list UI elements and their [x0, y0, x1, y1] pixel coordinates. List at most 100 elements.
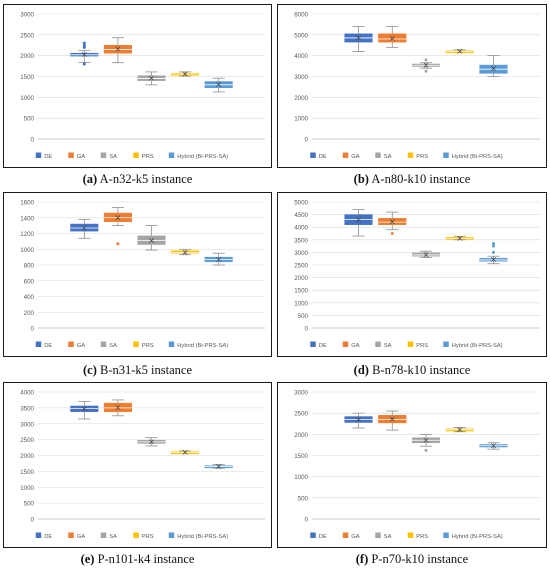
legend-swatch-prs: [133, 532, 139, 538]
legend-swatch-prs: [407, 152, 414, 158]
box-series-ga: [103, 207, 132, 246]
y-tick-label: 500: [24, 501, 35, 508]
outlier-point: [491, 244, 495, 248]
caption-text: B-n78-k10 instance: [368, 363, 471, 377]
legend-swatch-de: [310, 152, 316, 158]
y-tick-label: 500: [298, 313, 309, 320]
outlier-point: [82, 41, 86, 45]
y-tick-label: 2500: [20, 437, 34, 444]
outlier-point: [424, 448, 428, 452]
box-series-hybrid: [204, 464, 233, 470]
caption: (f) P-n70-k10 instance: [277, 552, 547, 567]
mean-marker: [356, 217, 361, 223]
mean-marker: [356, 35, 361, 41]
caption: (e) P-n101-k4 instance: [3, 552, 272, 567]
mean-marker: [115, 405, 121, 411]
chart-panel-d: 0 500 1000 1500 2000 2500 3000 3500 4000 4500 5000…: [277, 192, 547, 380]
y-tick-label: 3500: [20, 405, 34, 412]
legend-swatch-ga: [342, 152, 349, 158]
mean-marker: [115, 46, 121, 52]
y-tick-label: 500: [298, 495, 309, 502]
legend-swatch-ga: [68, 532, 74, 538]
box-series-prs: [171, 449, 200, 455]
y-tick-label: 5000: [294, 200, 308, 207]
caption-text: P-n101-k4 instance: [94, 552, 195, 566]
legend-label: PRS: [416, 154, 428, 160]
caption: (a) A-n32-k5 instance: [3, 172, 272, 187]
y-tick-label: 0: [305, 137, 309, 144]
mean-marker: [182, 449, 188, 455]
legend-label: GA: [351, 534, 360, 540]
y-tick-label: 1500: [20, 469, 34, 476]
y-tick-label: 0: [305, 326, 309, 333]
legend-swatch-sa: [100, 152, 107, 158]
legend-swatch-de: [35, 532, 42, 538]
box-series-de: [344, 412, 373, 429]
box-series-de: [344, 209, 373, 237]
y-tick-label: 1500: [294, 453, 308, 460]
mean-marker: [216, 81, 222, 87]
y-tick-label: 6000: [294, 12, 308, 19]
legend-label: DE: [44, 534, 52, 540]
legend-label: Hybrid (Bi-PRS-SA): [177, 154, 228, 160]
box-series-prs: [445, 427, 474, 433]
legend-label: DE: [319, 343, 327, 349]
y-tick-label: 800: [24, 263, 35, 270]
mean-marker: [81, 225, 87, 231]
caption: (c) B-n31-k5 instance: [3, 363, 272, 378]
box-series-de: [70, 401, 99, 420]
mean-marker: [389, 35, 395, 41]
y-tick-label: 3000: [20, 12, 34, 19]
mean-marker: [182, 71, 188, 77]
mean-marker: [457, 235, 463, 241]
legend-label: DE: [319, 534, 327, 540]
box-plot: 0 500 1000 1500 2000 2500 3000 3500 4000 4500 5000…: [294, 200, 540, 349]
legend-label: PRS: [142, 534, 154, 540]
mean-marker: [389, 219, 395, 225]
mean-marker: [423, 252, 429, 258]
legend-label: Hybrid (Bi-PRS-SA): [452, 534, 503, 540]
legend-swatch-hybrid: [168, 341, 175, 347]
y-tick-label: 4000: [20, 390, 34, 397]
legend-label: SA: [384, 343, 392, 349]
legend-label: DE: [319, 154, 327, 160]
mean-marker: [457, 48, 463, 54]
y-tick-label: 1500: [20, 74, 34, 81]
y-tick-label: 3000: [294, 74, 308, 81]
box-series-hybrid: [204, 252, 233, 266]
caption-text: A-n32-k5 instance: [97, 172, 193, 186]
legend-swatch-de: [35, 152, 42, 158]
box-plot: 0 500 1000 1500 2000 2500 3000 DE GA SA PRS Hybrid …: [294, 390, 540, 540]
y-tick-label: 5000: [294, 32, 308, 39]
caption-letter: (d): [353, 363, 369, 377]
legend-swatch-ga: [342, 532, 349, 538]
caption-text: P-n70-k10 instance: [368, 552, 469, 566]
legend-label: GA: [77, 154, 86, 160]
caption-text: B-n31-k5 instance: [96, 363, 192, 377]
legend-swatch-de: [35, 341, 42, 347]
legend-label: SA: [384, 154, 392, 160]
mean-marker: [182, 249, 188, 255]
legend-label: SA: [384, 534, 392, 540]
box-plot: 0 1000 2000 3000 4000 5000 6000 DE GA SA PRS Hybrid…: [294, 12, 540, 160]
y-tick-label: 4000: [294, 225, 308, 232]
chart-panel-f: 0 500 1000 1500 2000 2500 3000 DE GA SA PRS Hybrid …: [277, 382, 547, 568]
y-tick-label: 0: [31, 326, 35, 333]
box-series-sa: [411, 58, 441, 73]
y-tick-label: 1000: [20, 247, 34, 254]
y-tick-label: 2000: [294, 95, 308, 102]
y-tick-label: 1000: [20, 95, 34, 102]
caption-text: A-n80-k10 instance: [368, 172, 471, 186]
box-plot: 0 500 1000 1500 2000 2500 3000 DE GA SA PRS Hybrid …: [20, 12, 265, 160]
legend-swatch-sa: [375, 341, 381, 347]
chart-panel-b: 0 1000 2000 3000 4000 5000 6000 DE GA SA PRS Hybrid…: [277, 4, 547, 187]
y-tick-label: 500: [24, 116, 35, 123]
chart-frame: 0 500 1000 1500 2000 2500 3000 3500 4000 4500 5000…: [277, 192, 547, 357]
y-tick-label: 4000: [294, 53, 308, 60]
y-tick-label: 2500: [20, 32, 34, 39]
mean-marker: [423, 62, 429, 68]
box-series-sa: [137, 225, 166, 251]
chart-frame: 0 500 1000 1500 2000 2500 3000 DE GA SA PRS Hybrid …: [3, 4, 272, 168]
y-tick-label: 3000: [20, 421, 34, 428]
legend-label: Hybrid (Bi-PRS-SA): [452, 154, 503, 160]
